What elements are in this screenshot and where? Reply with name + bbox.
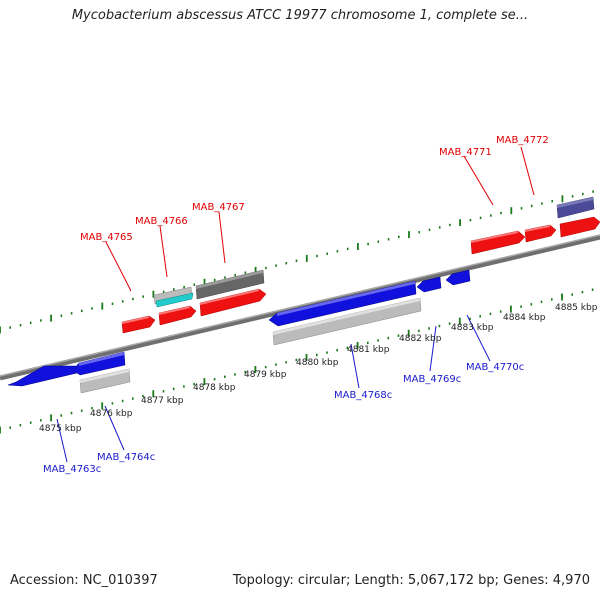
gene-feature[interactable] — [470, 230, 526, 255]
chromosome-backbone-highlight — [0, 234, 600, 377]
tick-label: 4879 kbp — [244, 370, 287, 380]
gene-label[interactable]: MAB_4768c — [334, 390, 392, 401]
gene-label[interactable]: MAB_4763c — [43, 464, 101, 475]
tick-label: 4884 kbp — [503, 313, 546, 323]
gene-feature-mab-4767-shade — [200, 289, 259, 305]
reverse-gene-features — [7, 269, 471, 394]
gene-feature-purple-shade — [557, 197, 593, 208]
gene-feature-mab-4772-shade — [525, 225, 550, 232]
tick-label: 4883 kbp — [451, 323, 494, 333]
gene-label[interactable]: MAB_4772 — [496, 135, 549, 146]
gene-feature[interactable] — [559, 216, 600, 238]
forward-gene-features — [121, 196, 600, 334]
gene-feature-gray-shade — [80, 369, 129, 383]
tick-label: 4885 kbp — [555, 303, 598, 313]
reverse-ruler — [0, 288, 594, 434]
gene-feature[interactable] — [445, 269, 471, 286]
gene-label[interactable]: MAB_4769c — [403, 374, 461, 385]
sequence-title: Mycobacterium abscessus ATCC 19977 chrom… — [71, 8, 529, 23]
gene-feature-mab-4771-shade — [471, 231, 518, 243]
gene-feature-gray-long-shade — [273, 298, 420, 335]
forward-label-leaders — [105, 146, 535, 292]
tick-label: 4875 kbp — [39, 424, 82, 434]
tick-label: 4882 kbp — [399, 334, 442, 344]
gene-feature-mab-4768c-shade — [277, 281, 415, 316]
genome-summary-label: Topology: circular; Length: 5,067,172 bp… — [232, 573, 590, 588]
gene-label[interactable]: MAB_4771 — [439, 147, 492, 158]
gene-feature[interactable] — [416, 276, 442, 293]
forward-ruler — [0, 190, 594, 334]
gene-feature-mab-4766-shade — [159, 306, 190, 315]
tick-label: 4881 kbp — [347, 345, 390, 355]
gene-label[interactable]: MAB_4765 — [80, 232, 133, 243]
gene-label[interactable]: MAB_4764c — [97, 452, 155, 463]
reverse-label-leaders — [56, 314, 491, 463]
tick-label: 4878 kbp — [193, 383, 236, 393]
tick-label: 4876 kbp — [90, 409, 133, 419]
tick-label: 4880 kbp — [296, 358, 339, 368]
gene-feature-mab-4765-shade — [122, 316, 149, 324]
gene-label[interactable]: MAB_4766 — [135, 216, 188, 227]
gene-label[interactable]: MAB_4770c — [466, 362, 524, 373]
accession-label: Accession: NC_010397 — [10, 573, 158, 588]
tick-label: 4877 kbp — [141, 396, 184, 406]
gene-feature-dark-shade — [196, 270, 263, 289]
gene-feature[interactable] — [155, 292, 194, 308]
gene-feature-blue-shade — [79, 352, 124, 366]
gene-feature[interactable] — [158, 305, 197, 326]
gene-feature[interactable] — [79, 368, 131, 394]
gene-label[interactable]: MAB_4767 — [192, 202, 245, 213]
